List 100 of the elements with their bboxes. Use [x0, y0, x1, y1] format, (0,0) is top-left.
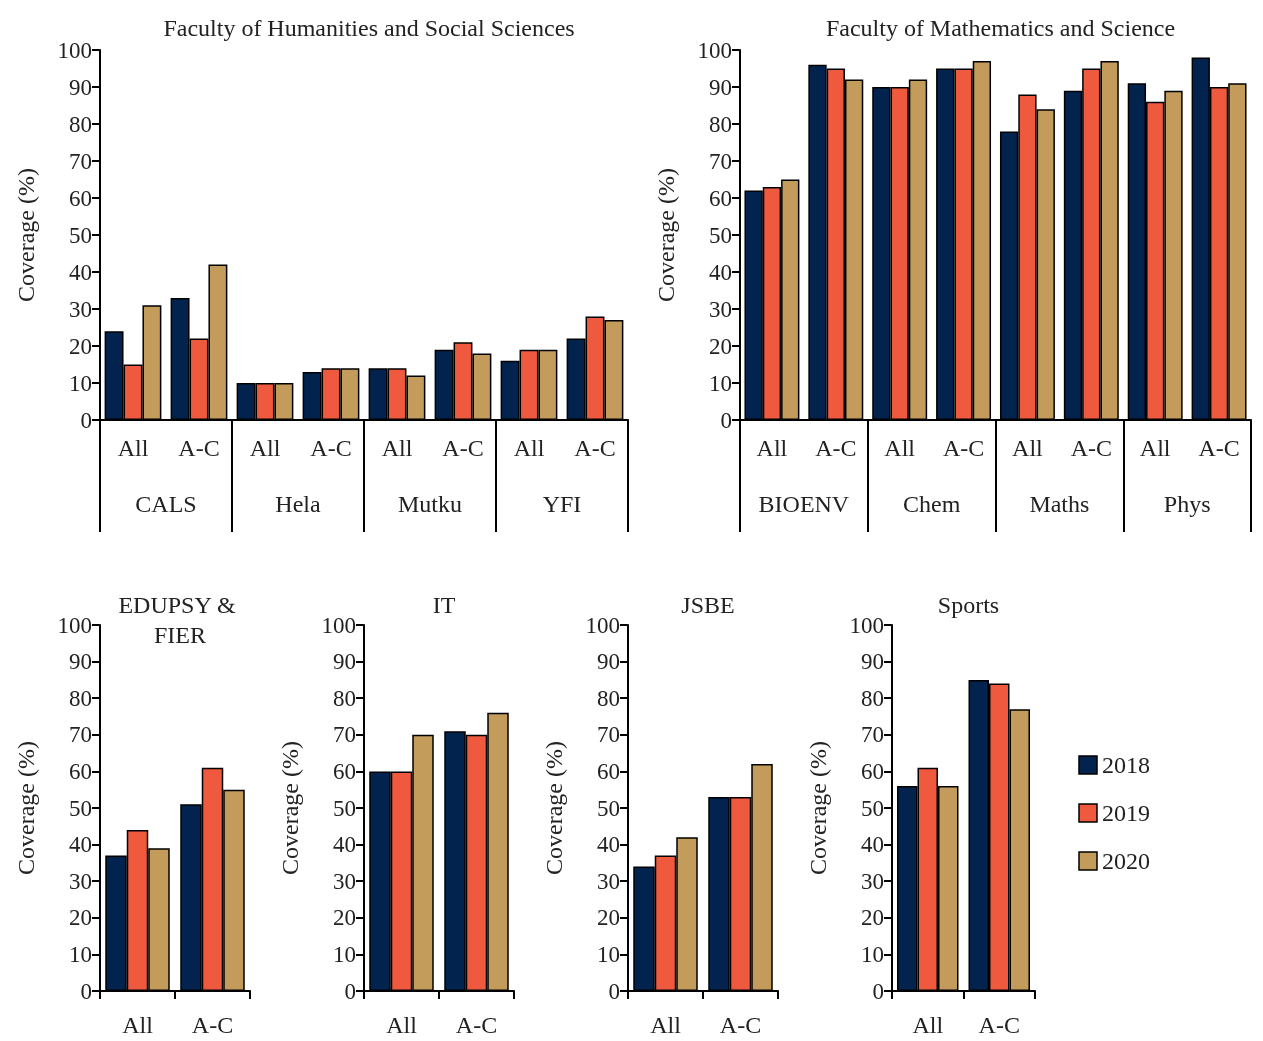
x-tick-label: All: [381, 435, 413, 461]
chart-title: Sports: [937, 592, 1000, 618]
y-tick-label: 90: [861, 649, 884, 675]
y-tick-label: 0: [608, 978, 620, 1004]
x-tick-label: A-C: [1070, 435, 1112, 461]
y-tick-label: 80: [69, 685, 92, 711]
y-tick-label: 100: [697, 37, 732, 63]
text: Maths: [1029, 491, 1090, 517]
y-axis-title: Coverage (%): [805, 741, 831, 875]
y-tick-label: 10: [69, 941, 92, 967]
y-tick-label: 70: [69, 722, 92, 748]
y-tick-label: 0: [872, 978, 884, 1004]
y-tick-label: 80: [69, 111, 92, 137]
y-tick-label: 70: [69, 148, 92, 174]
y-tick-label: 20: [333, 905, 356, 931]
y-tick-label: 0: [344, 978, 356, 1004]
y-tick-label: 100: [57, 37, 92, 63]
y-tick-label: 100: [849, 612, 884, 638]
text: Hela: [275, 491, 321, 517]
x-tick-label: All: [249, 435, 281, 461]
y-tick-label: 60: [597, 758, 620, 784]
x-tick-label: All: [122, 1012, 154, 1038]
y-tick-label: 20: [597, 905, 620, 931]
x-tick-label: A-C: [191, 1012, 234, 1038]
y-tick-label: 90: [333, 649, 356, 675]
chart-title: Faculty of Humanities and Social Sciences: [163, 15, 575, 41]
y-tick-label: 50: [709, 222, 732, 248]
text: BIOENV: [758, 491, 850, 517]
y-tick-label: 90: [709, 74, 732, 100]
x-tick-label: All: [912, 1012, 944, 1038]
x-tick-label: All: [756, 435, 788, 461]
text: Mutku: [397, 491, 463, 517]
y-tick-label: 30: [861, 868, 884, 894]
y-tick-label: 10: [709, 370, 732, 396]
y-tick-label: 80: [597, 685, 620, 711]
legend-label: 2020: [1102, 848, 1150, 874]
y-tick-label: 70: [709, 148, 732, 174]
y-tick-label: 50: [69, 222, 92, 248]
y-tick-label: 20: [709, 333, 732, 359]
y-tick-label: 0: [720, 407, 732, 433]
chart-title: IT: [432, 592, 456, 618]
y-tick-label: 50: [861, 795, 884, 821]
x-tick-label: A-C: [978, 1012, 1020, 1038]
y-tick-label: 10: [861, 941, 884, 967]
legend-label: 2018: [1102, 752, 1150, 778]
y-tick-label: 10: [69, 370, 92, 396]
x-tick-label: All: [1012, 435, 1044, 461]
x-tick-label: A-C: [1198, 435, 1240, 461]
y-axis-title: Coverage (%): [13, 741, 39, 875]
x-tick-label: All: [1139, 435, 1171, 461]
y-tick-label: 40: [69, 832, 92, 858]
x-tick-label: A-C: [574, 435, 616, 461]
y-tick-label: 80: [861, 685, 884, 711]
y-tick-label: 30: [333, 868, 356, 894]
y-tick-label: 100: [321, 612, 356, 638]
y-tick-label: 40: [69, 259, 92, 285]
x-tick-label: All: [884, 435, 916, 461]
y-tick-label: 40: [333, 832, 356, 858]
y-tick-label: 0: [80, 978, 92, 1004]
y-axis-title: Coverage (%): [13, 168, 39, 302]
x-tick-label: All: [513, 435, 545, 461]
y-tick-label: 50: [597, 795, 620, 821]
text: CALS: [135, 491, 197, 517]
x-tick-label: A-C: [942, 435, 985, 461]
x-tick-label: A-C: [815, 435, 857, 461]
x-tick-label: A-C: [455, 1012, 498, 1038]
y-tick-label: 40: [597, 832, 620, 858]
y-tick-label: 90: [69, 649, 92, 675]
y-tick-label: 90: [597, 649, 620, 675]
y-tick-label: 100: [57, 612, 92, 638]
y-tick-label: 80: [333, 685, 356, 711]
y-tick-label: 40: [709, 259, 732, 285]
x-tick-label: All: [117, 435, 149, 461]
chart-title: JSBE: [681, 592, 735, 618]
x-tick-label: A-C: [178, 435, 220, 461]
y-axis-title: Coverage (%): [541, 741, 567, 875]
y-tick-label: 20: [861, 905, 884, 931]
legend-label: 2019: [1102, 800, 1150, 826]
y-tick-label: 60: [861, 758, 884, 784]
y-axis-title: Coverage (%): [277, 741, 303, 875]
x-tick-label: A-C: [442, 435, 484, 461]
x-tick-label: A-C: [719, 1012, 762, 1038]
text: YFI: [542, 491, 582, 517]
y-tick-label: 30: [709, 296, 732, 322]
y-tick-label: 50: [333, 795, 356, 821]
y-tick-label: 70: [333, 722, 356, 748]
y-tick-label: 60: [709, 185, 732, 211]
y-tick-label: 60: [69, 185, 92, 211]
y-tick-label: 70: [861, 722, 884, 748]
y-tick-label: 60: [333, 758, 356, 784]
chart-title: Faculty of Mathematics and Science: [825, 15, 1176, 41]
x-tick-label: All: [650, 1012, 682, 1038]
chart-title: EDUPSY & FIER: [118, 592, 242, 648]
y-tick-label: 20: [69, 905, 92, 931]
y-tick-label: 90: [69, 74, 92, 100]
y-tick-label: 0: [80, 407, 92, 433]
text: Chem: [902, 491, 961, 517]
x-tick-label: A-C: [310, 435, 352, 461]
y-tick-label: 50: [69, 795, 92, 821]
y-tick-label: 10: [597, 941, 620, 967]
